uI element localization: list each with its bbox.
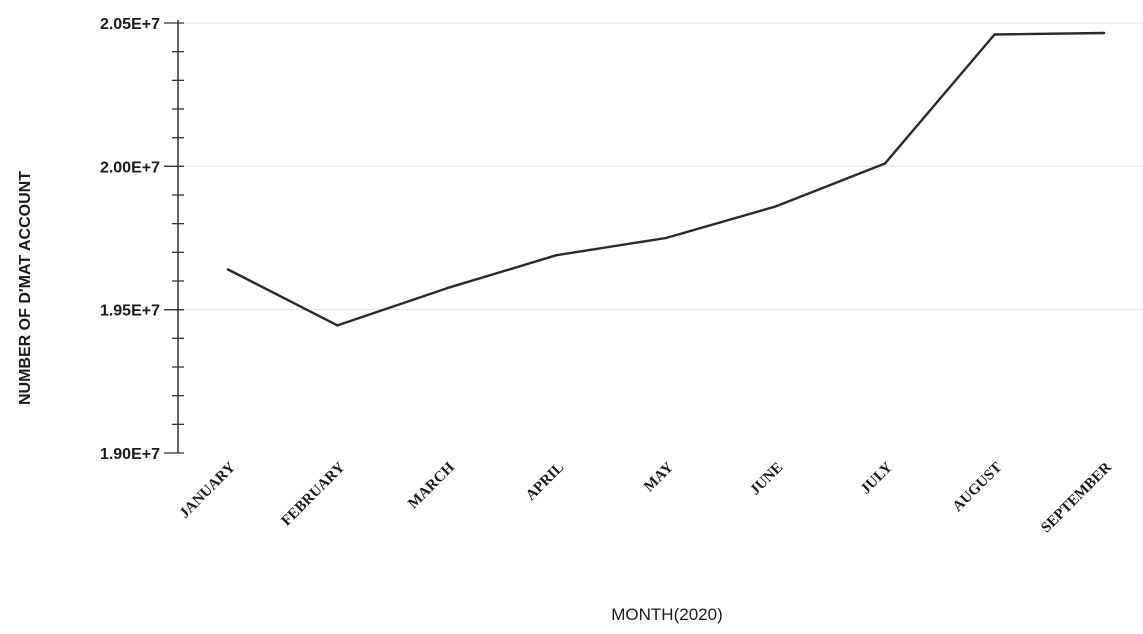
- y-tick-label: 2.00E+7: [100, 159, 160, 176]
- y-axis-title: NUMBER OF D'MAT ACCOUNT: [17, 171, 34, 405]
- x-tick-labels: JANUARY FEBRUARY MARCH APRIL MAY JUNE JULY AUGU…: [177, 459, 1115, 536]
- data-series: [226, 31, 1106, 327]
- x-tick-label: JUNE: [747, 460, 786, 499]
- x-tick-label: AUGUST: [950, 460, 1006, 516]
- data-point: [1102, 31, 1106, 35]
- y-tick-labels: 1.90E+7 1.95E+7 2.00E+7 2.05E+7: [100, 16, 160, 463]
- data-point: [993, 33, 996, 36]
- data-point: [774, 205, 777, 208]
- x-tick-label: MAY: [641, 459, 677, 495]
- x-tick-label: JULY: [858, 459, 896, 497]
- x-axis-title: MONTH(2020): [611, 605, 722, 624]
- x-tick-label: SEPTEMBER: [1038, 459, 1115, 536]
- data-point: [664, 236, 668, 240]
- y-tick-label: 1.95E+7: [100, 303, 160, 320]
- grid-lines: [178, 22, 1143, 311]
- data-point: [555, 254, 558, 257]
- x-tick-label: APRIL: [523, 460, 567, 504]
- x-tick-label: MARCH: [405, 459, 458, 512]
- x-tick-label: JANUARY: [177, 459, 239, 521]
- axes: [164, 20, 184, 454]
- y-tick-label: 1.90E+7: [100, 446, 160, 463]
- data-point: [226, 268, 230, 271]
- x-tick-label: FEBRUARY: [278, 459, 348, 529]
- data-point: [336, 324, 339, 327]
- data-point: [883, 162, 887, 165]
- series-line: [226, 31, 1106, 327]
- y-tick-label: 2.05E+7: [100, 16, 160, 33]
- data-point: [445, 286, 449, 290]
